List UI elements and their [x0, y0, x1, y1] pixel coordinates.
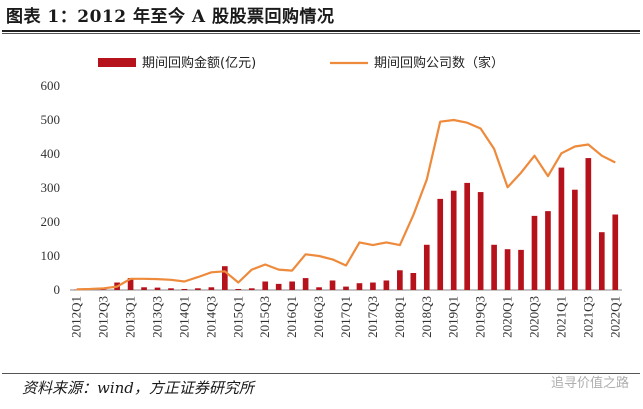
- bar: [477, 192, 484, 290]
- bar: [127, 278, 134, 290]
- bar: [235, 288, 242, 290]
- x-tick-label: 2020Q1: [500, 296, 515, 338]
- series-line: [76, 118, 616, 291]
- bar: [329, 280, 336, 290]
- bar: [343, 286, 349, 290]
- bar: [248, 288, 255, 290]
- x-tick-label: 2013Q3: [150, 296, 165, 338]
- y-tick-label: 400: [41, 146, 61, 161]
- bar: [100, 289, 107, 290]
- bar: [585, 158, 592, 290]
- bar: [423, 244, 430, 290]
- legend-bar-swatch: [98, 58, 136, 67]
- bar: [208, 287, 215, 290]
- x-tick-label: 2012Q1: [69, 296, 84, 338]
- bar: [545, 211, 551, 290]
- top-rule: [2, 30, 640, 32]
- bar: [450, 190, 457, 290]
- bar: [181, 288, 188, 290]
- bar: [222, 266, 228, 290]
- x-tick-label: 2021Q1: [553, 296, 568, 338]
- x-tick-label: 2020Q3: [526, 296, 541, 338]
- x-tick-label: 2016Q1: [284, 296, 299, 338]
- y-tick-label: 300: [41, 180, 61, 195]
- y-tick-label: 100: [41, 248, 61, 263]
- x-tick-label: 2015Q3: [257, 296, 272, 338]
- bar: [370, 282, 376, 290]
- x-tick-label: 2019Q3: [473, 296, 488, 338]
- x-tick-label: 2019Q1: [446, 296, 461, 338]
- bar: [262, 281, 269, 290]
- x-tick-label: 2018Q1: [392, 296, 407, 338]
- legend-bar-label: 期间回购金额(亿元): [142, 55, 256, 71]
- x-tick-label: 2017Q1: [338, 296, 353, 338]
- bar: [195, 288, 201, 290]
- bar: [531, 215, 538, 290]
- bar: [437, 198, 444, 290]
- bar: [302, 278, 309, 290]
- x-tick-label: 2012Q3: [96, 296, 111, 338]
- bar: [154, 287, 161, 290]
- legend-line-label: 期间回购公司数（家）: [374, 55, 504, 71]
- bottom-rule: [2, 373, 640, 374]
- bar: [518, 249, 524, 290]
- bar: [464, 182, 470, 290]
- x-tick-label: 2014Q1: [176, 296, 191, 338]
- bar: [504, 249, 511, 290]
- bar: [289, 281, 295, 290]
- x-tick-label: 2016Q3: [311, 296, 326, 338]
- top-rule-thin: [2, 33, 640, 34]
- x-tick-label: 2018Q3: [419, 296, 434, 338]
- bar: [612, 214, 619, 290]
- y-tick-label: 0: [54, 282, 61, 297]
- x-tick-label: 2017Q3: [365, 296, 380, 338]
- bar: [168, 288, 174, 290]
- bar: [598, 232, 605, 290]
- bar: [275, 283, 282, 290]
- x-tick-label: 2015Q1: [230, 296, 245, 338]
- x-tick-label: 2014Q3: [203, 296, 218, 338]
- bar: [383, 280, 390, 290]
- source-note: 资料来源：wind，方正证券研究所: [22, 379, 254, 397]
- x-tick-label: 2021Q3: [580, 296, 595, 338]
- bar: [410, 273, 417, 290]
- y-tick-label: 600: [41, 78, 61, 93]
- bar: [141, 287, 147, 290]
- bar: [558, 167, 565, 290]
- x-tick-label: 2013Q1: [123, 296, 138, 338]
- bar: [491, 244, 497, 290]
- y-tick-label: 200: [41, 214, 61, 229]
- bar: [316, 287, 322, 290]
- bar: [397, 270, 403, 290]
- bar: [356, 283, 363, 290]
- watermark-text: 追寻价值之路: [550, 376, 629, 391]
- x-tick-label: 2022Q1: [607, 296, 622, 338]
- chart-title: 图表 1：2012 年至今 A 股股票回购情况: [6, 7, 335, 27]
- y-tick-label: 500: [41, 112, 61, 127]
- bar: [572, 189, 578, 290]
